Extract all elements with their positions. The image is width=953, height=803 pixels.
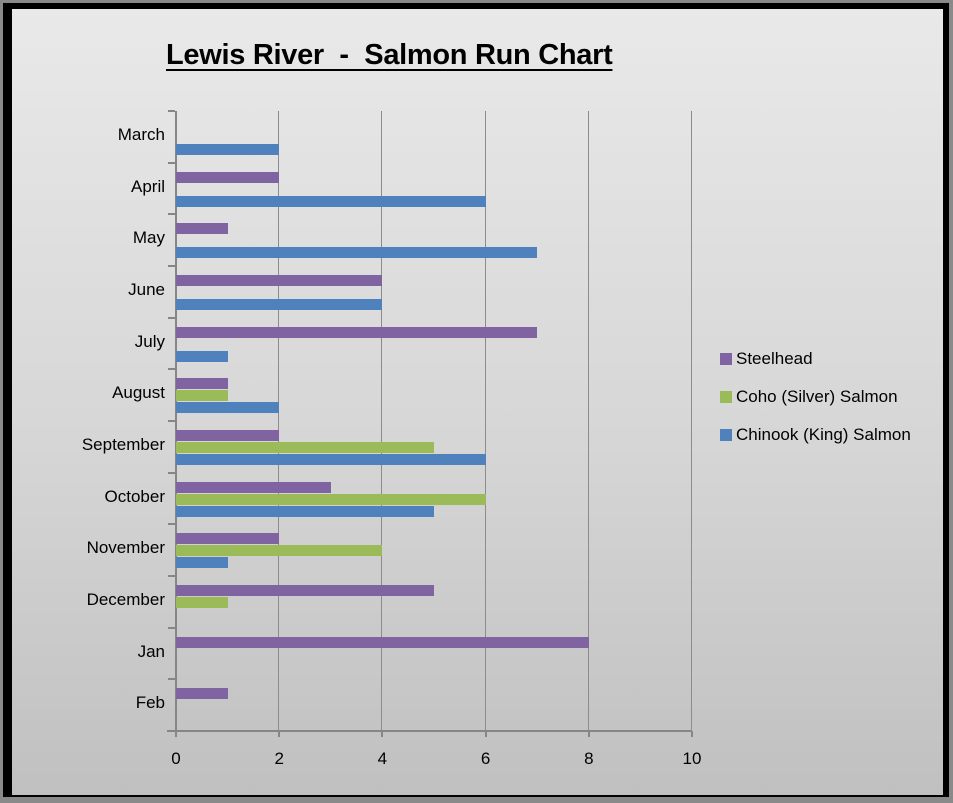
x-tick [587,731,590,737]
x-tick [484,731,487,737]
x-tick [175,731,177,737]
bar-chinook-king-salmon [176,144,280,155]
bar-chinook-king-salmon [176,195,486,207]
gridline [691,111,692,731]
category-label: December [86,590,165,609]
chart-title: Lewis River - Salmon Run Chart [166,39,613,71]
x-tick-label: 10 [682,749,702,768]
x-tick-label: 2 [274,749,284,768]
bar-chinook-king-salmon [176,247,538,259]
bar-coho-silver-salmon [176,390,228,402]
x-tick [278,731,281,737]
y-tick [168,575,175,577]
y-tick [168,471,175,474]
legend-swatch [720,353,732,365]
bar-steelhead [176,378,228,390]
bar-steelhead [176,585,434,596]
y-tick [168,368,175,371]
legend-label: Chinook (King) Salmon [736,425,911,444]
category-label: July [134,331,165,351]
y-tick [168,316,175,319]
gridline [484,111,486,731]
legend-swatch [720,391,732,403]
y-tick [168,523,175,526]
bar-chinook-king-salmon [176,505,434,517]
bar-chinook-king-salmon [176,557,228,569]
category-label: March [117,125,165,144]
y-tick [168,420,175,422]
bar-steelhead [176,171,280,183]
legend-item: Chinook (King) Salmon [720,416,911,454]
bar-chinook-king-salmon [176,402,280,414]
y-tick [168,265,175,267]
bar-coho-silver-salmon [176,493,486,505]
bar-steelhead [176,223,228,235]
bar-steelhead [176,688,228,700]
y-tick [168,678,175,681]
legend-item: Steelhead [720,340,911,378]
bar-coho-silver-salmon [176,442,434,453]
y-axis [175,111,177,731]
category-label: August [112,383,165,403]
legend: Steelhead Coho (Silver) Salmon Chinook (Ki… [720,340,911,454]
category-label: May [132,228,165,248]
y-tick [168,730,175,732]
x-tick-label: 8 [584,749,594,768]
category-label: Jan [137,641,165,661]
y-tick [168,161,175,164]
bar-steelhead [176,275,383,286]
category-label: Feb [135,693,165,713]
gridline [278,111,280,731]
category-label: September [81,435,165,454]
category-label: June [128,280,165,299]
bar-steelhead [176,636,589,648]
x-tick-label: 0 [171,749,181,768]
bar-steelhead [176,326,538,338]
x-tick [381,731,384,737]
y-tick [168,213,175,216]
category-label: November [86,538,165,558]
y-tick [168,110,175,112]
bar-coho-silver-salmon [176,597,228,608]
category-label: April [130,176,165,196]
x-tick [691,731,693,737]
bar-steelhead [176,481,331,493]
bar-chinook-king-salmon [176,299,383,310]
legend-swatch [720,429,732,441]
x-tick-label: 4 [377,749,388,768]
chart-frame: Lewis River - Salmon Run Chart 0 2 4 6 8 10 Ma… [3,3,949,797]
bar-chinook-king-salmon [176,454,486,465]
gridline [381,111,383,731]
bar-coho-silver-salmon [176,545,383,557]
x-axis [167,730,692,732]
bar-chinook-king-salmon [176,350,228,362]
gridline [587,111,589,731]
category-label: October [104,486,165,506]
legend-item: Coho (Silver) Salmon [720,378,911,416]
bar-steelhead [176,430,280,441]
chart-area: Lewis River - Salmon Run Chart 0 2 4 6 8 10 Ma… [12,9,943,795]
legend-label: Coho (Silver) Salmon [736,387,898,406]
x-tick-label: 6 [480,749,491,768]
plot-area: 0 2 4 6 8 10 March April May June July August Septem… [82,110,701,768]
legend-label: Steelhead [736,349,813,368]
y-tick [168,626,175,629]
bar-steelhead [176,533,280,545]
